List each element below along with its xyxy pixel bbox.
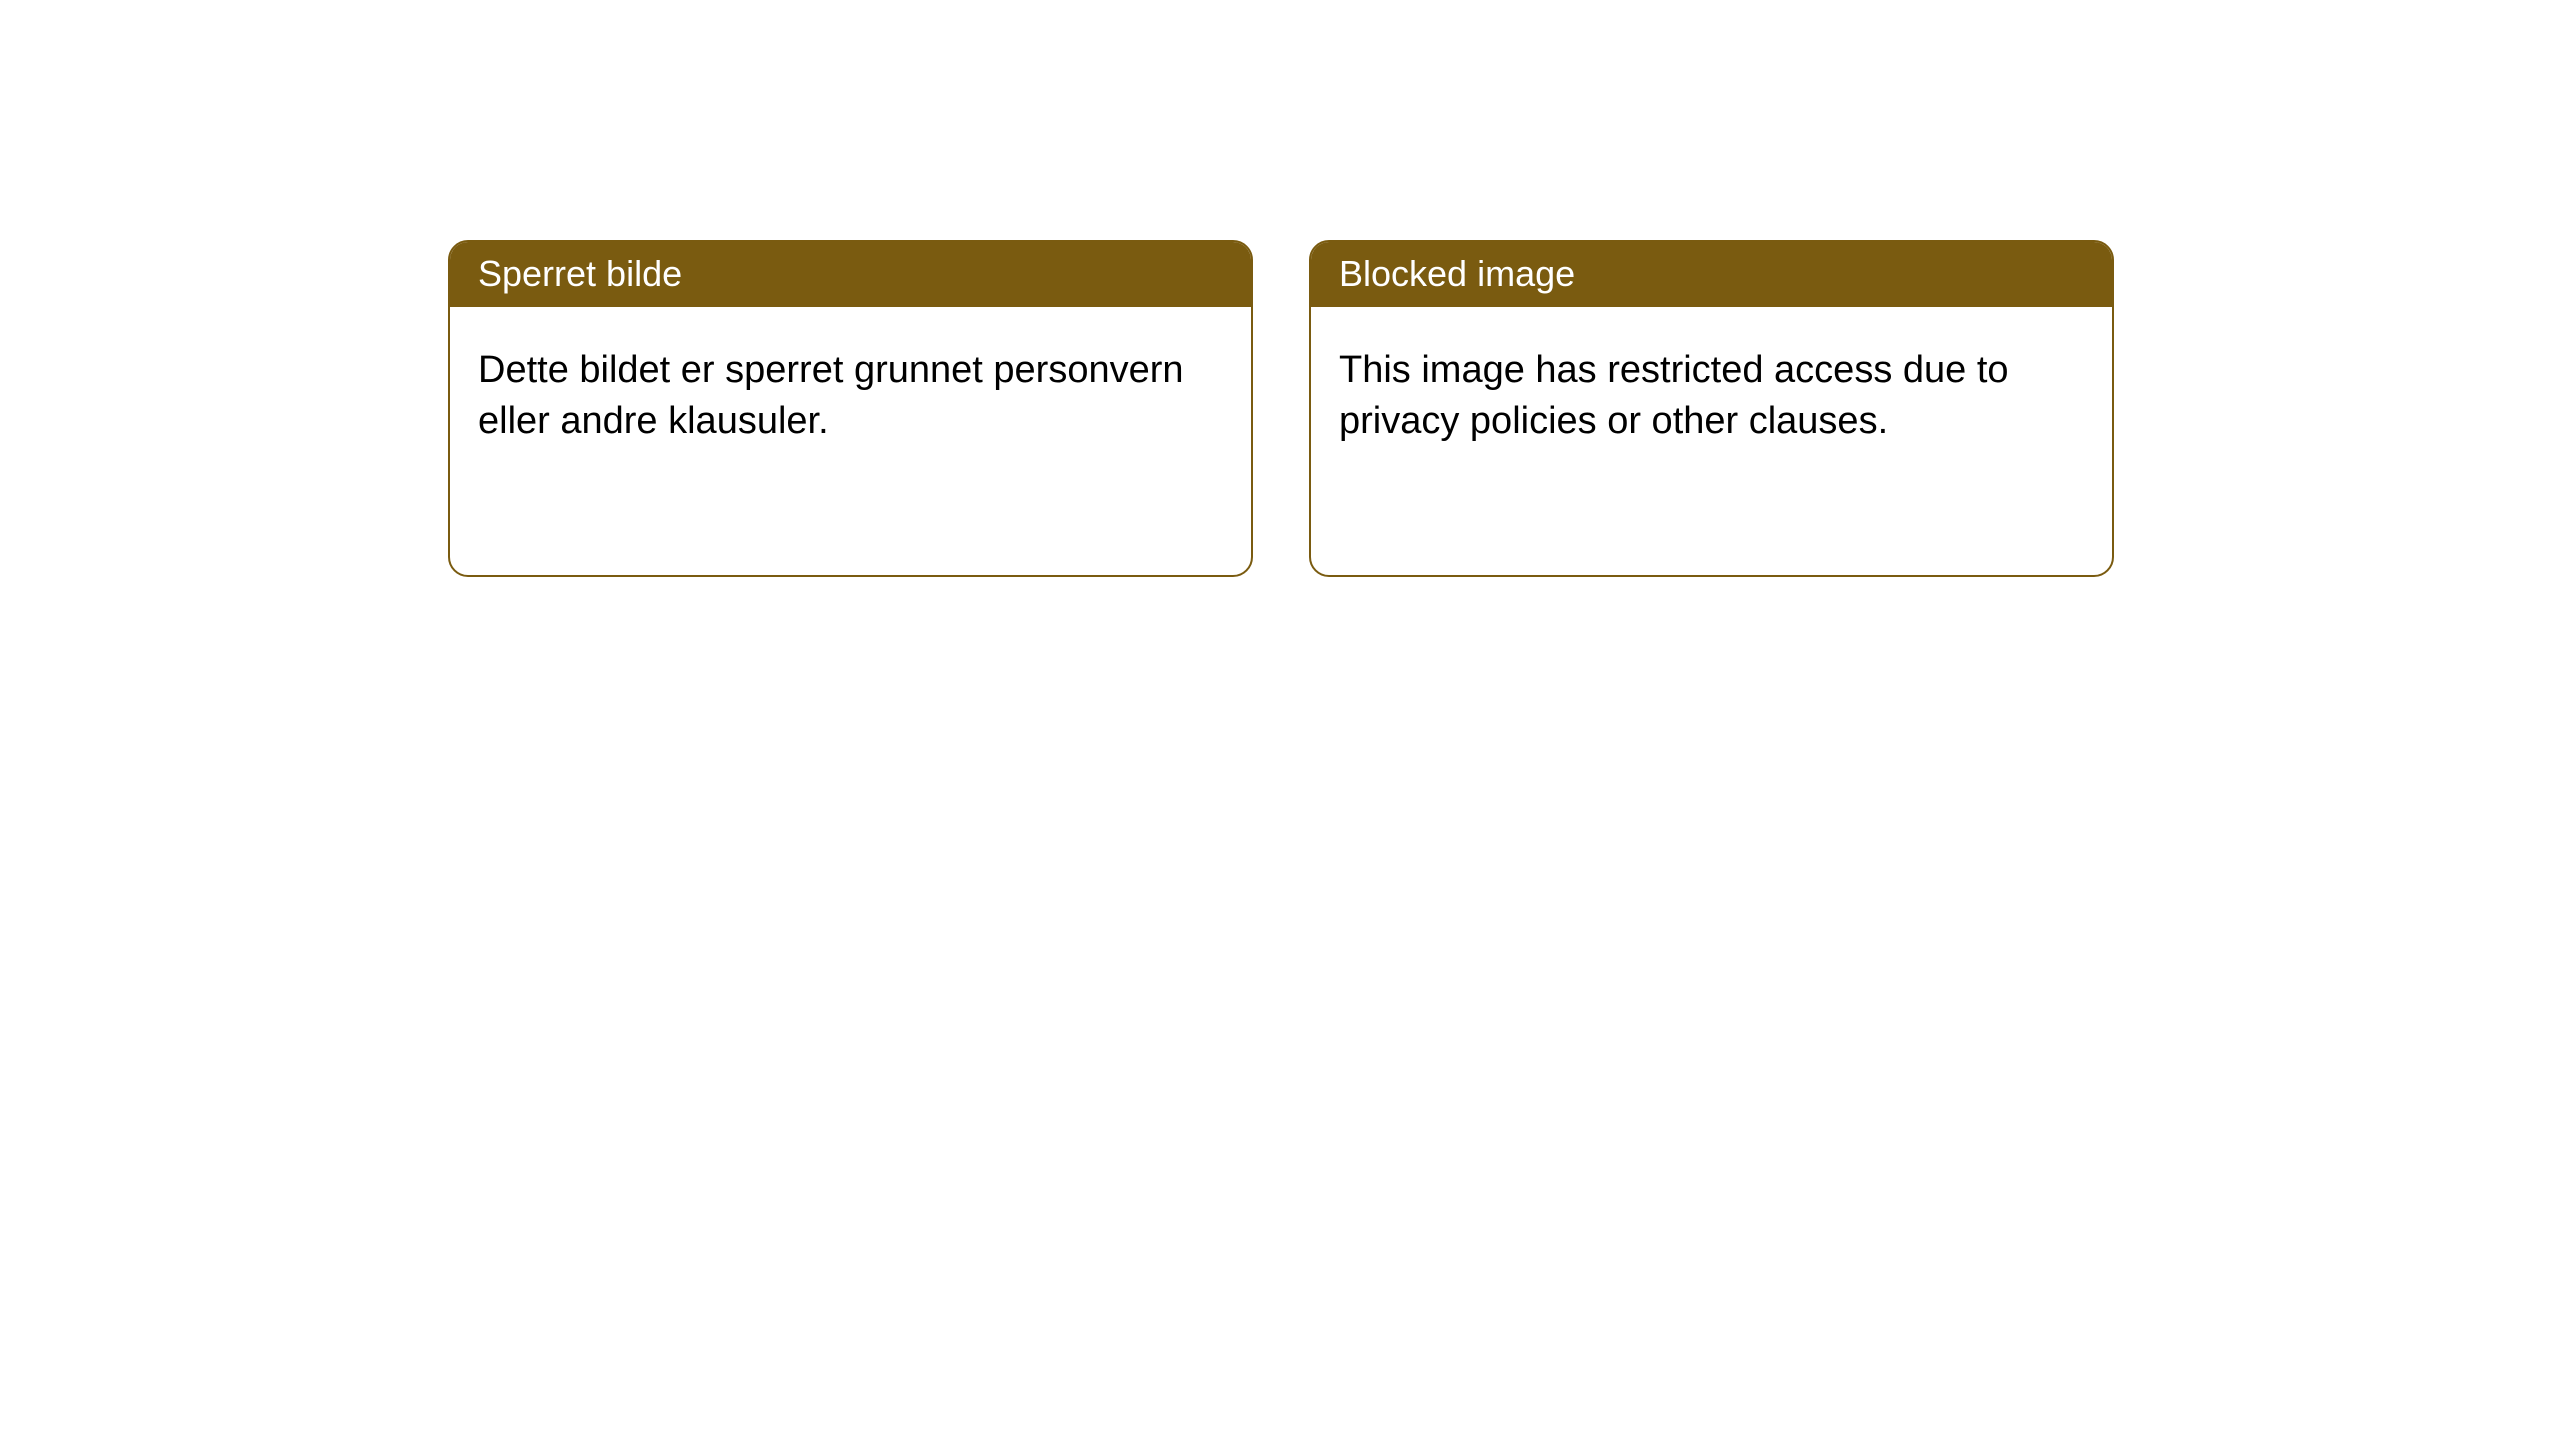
notice-card-body: This image has restricted access due to … [1311, 307, 2112, 476]
notice-card-header: Sperret bilde [450, 242, 1251, 307]
notice-card-header: Blocked image [1311, 242, 2112, 307]
notice-card-english: Blocked image This image has restricted … [1309, 240, 2114, 577]
notice-card-norwegian: Sperret bilde Dette bildet er sperret gr… [448, 240, 1253, 577]
notice-card-body: Dette bildet er sperret grunnet personve… [450, 307, 1251, 476]
notice-cards-container: Sperret bilde Dette bildet er sperret gr… [0, 0, 2560, 577]
